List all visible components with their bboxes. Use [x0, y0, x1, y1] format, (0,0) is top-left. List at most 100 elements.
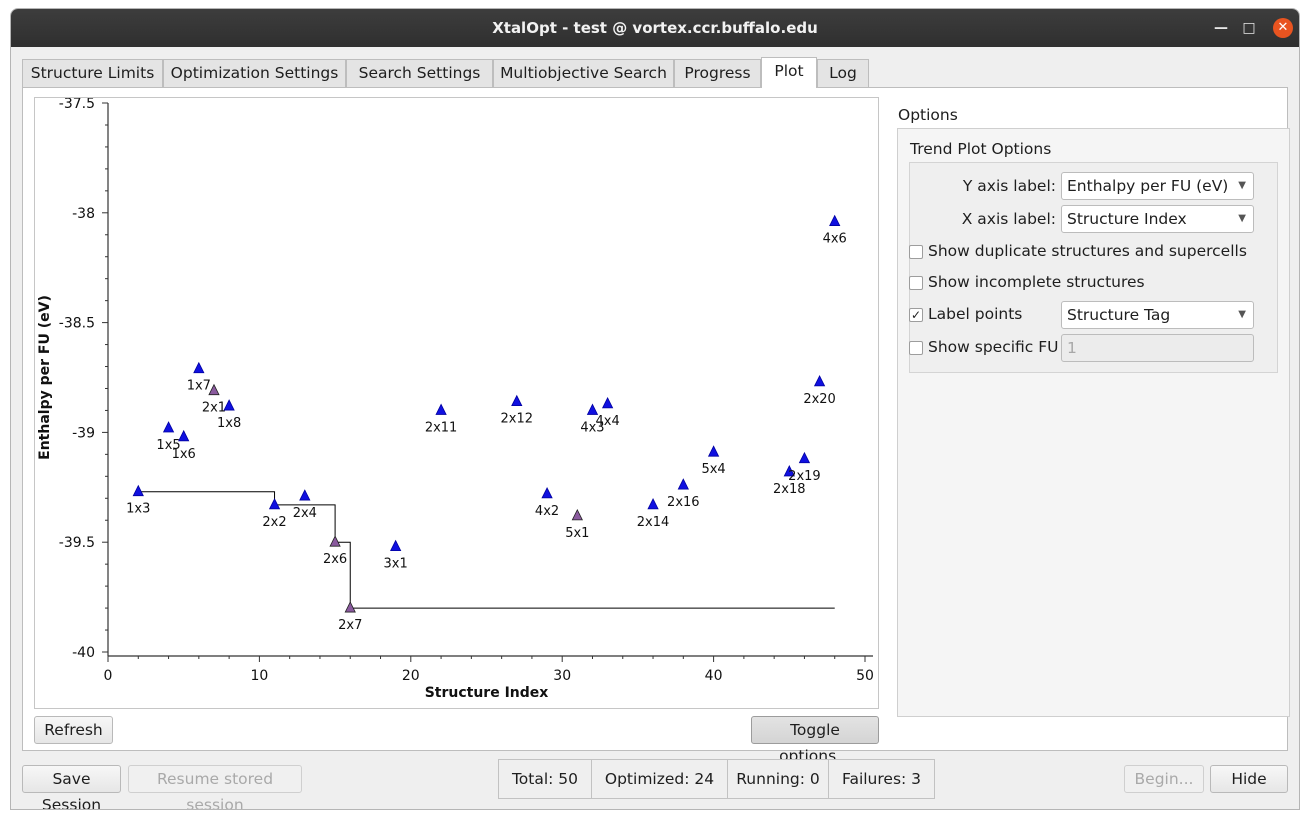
toggle-options-button[interactable]: Toggle options... [751, 716, 879, 765]
tab-optimization-settings[interactable]: Optimization Settings [163, 59, 346, 87]
data-point [178, 429, 190, 442]
data-point [586, 403, 599, 415]
chevron-down-icon: ▼ [1238, 213, 1246, 224]
point-label: 2x14 [637, 515, 670, 530]
tab-multiobjective-search[interactable]: Multiobjective Search [493, 59, 674, 87]
y-axis-label: Y axis label: [962, 177, 1056, 195]
data-point [541, 486, 553, 499]
point-label: 4x6 [823, 232, 847, 247]
point-label: 2x7 [338, 618, 362, 633]
show-duplicates-checkbox[interactable] [909, 245, 923, 259]
refresh-button[interactable]: Refresh [34, 716, 113, 744]
close-icon[interactable]: ✕ [1273, 18, 1293, 38]
show-specific-fu-label[interactable]: Show specific FU [928, 338, 1059, 356]
x-tick-label: 20 [402, 668, 420, 684]
x-axis-label: X axis label: [961, 210, 1056, 228]
tab-search-settings[interactable]: Search Settings [346, 59, 493, 87]
point-label: 2x16 [667, 495, 700, 510]
label-points-label[interactable]: Label points [928, 305, 1023, 323]
x-axis-title: Structure Index [425, 685, 549, 701]
label-points-checkbox[interactable]: ✓ [909, 308, 923, 322]
point-label: 4x2 [535, 504, 559, 519]
maximize-icon[interactable]: □ [1242, 20, 1256, 36]
chevron-down-icon: ▼ [1238, 309, 1246, 320]
y-tick-label: -38 [72, 206, 95, 222]
point-label: 5x1 [565, 526, 589, 541]
status-failures: Failures: 3 [828, 759, 935, 799]
data-point [829, 214, 841, 226]
point-label: 1x5 [156, 438, 180, 453]
point-label: 1x8 [217, 416, 241, 431]
data-point [344, 601, 356, 613]
begin-button[interactable]: Begin... [1124, 765, 1204, 793]
point-label: 2x2 [262, 515, 286, 530]
show-incomplete-checkbox[interactable] [909, 276, 923, 290]
data-point [511, 394, 523, 407]
point-label: 1x7 [187, 379, 211, 394]
point-label: 2x19 [788, 469, 821, 484]
point-label: 4x3 [580, 420, 604, 435]
specific-fu-input[interactable]: 1 [1061, 334, 1254, 362]
status-optimized: Optimized: 24 [591, 759, 728, 799]
resume-session-button[interactable]: Resume stored session [128, 765, 302, 809]
data-point [435, 403, 447, 415]
plot-tab-panel: -40 -39.5 -39 -38.5 -38 -37.5 0 10 20 30 40 50 Struc… [22, 87, 1290, 765]
point-label: 2x20 [803, 392, 836, 407]
point-label: 3x1 [384, 557, 408, 572]
show-duplicates-label[interactable]: Show duplicate structures and supercells [928, 242, 1247, 260]
tab-log[interactable]: Log [817, 59, 869, 87]
x-tick-label: 40 [705, 668, 723, 684]
plot-area[interactable]: -40 -39.5 -39 -38.5 -38 -37.5 0 10 20 30 40 50 Struc… [34, 97, 879, 709]
label-points-select-value: Structure Tag [1067, 306, 1171, 324]
show-specific-fu-checkbox[interactable] [909, 341, 923, 355]
point-label: 2x18 [773, 482, 806, 497]
data-point [707, 445, 720, 457]
status-running: Running: 0 [727, 759, 829, 799]
label-points-select[interactable]: Structure Tag ▼ [1061, 301, 1254, 329]
data-point [677, 478, 689, 490]
data-point [783, 465, 795, 477]
trend-plot-options-title: Trend Plot Options [910, 140, 1052, 158]
y-tick-label: -39.5 [59, 535, 95, 551]
options-title: Options [898, 106, 958, 124]
data-point [223, 399, 235, 411]
data-point [193, 361, 205, 374]
data-point [813, 374, 826, 387]
x-tick-label: 10 [250, 668, 268, 684]
y-tick-label: -38.5 [59, 316, 95, 332]
data-point [390, 539, 402, 551]
x-tick-label: 0 [104, 668, 113, 684]
point-label: 1x6 [172, 447, 196, 462]
point-label: 2x1 [202, 401, 226, 416]
data-point [798, 451, 811, 464]
title-bar: XtalOpt - test @ vortex.ccr.buffalo.edu … [11, 9, 1299, 47]
x-tick-label: 30 [553, 668, 571, 684]
x-axis-select[interactable]: Structure Index ▼ [1061, 205, 1254, 233]
data-point [601, 396, 614, 409]
window-title: XtalOpt - test @ vortex.ccr.buffalo.edu [492, 19, 818, 37]
y-tick-label: -39 [72, 425, 95, 441]
tab-progress[interactable]: Progress [674, 59, 761, 87]
y-axis-title: Enthalpy per FU (eV) [37, 295, 53, 460]
point-label: 2x11 [425, 420, 458, 435]
point-label: 4x4 [595, 414, 619, 429]
tab-plot[interactable]: Plot [761, 57, 817, 88]
data-point [208, 383, 220, 396]
point-label: 2x4 [293, 506, 317, 521]
point-label: 2x12 [501, 412, 534, 427]
point-label: 5x4 [701, 462, 725, 477]
minimize-icon[interactable]: — [1214, 20, 1228, 36]
tab-structure-limits[interactable]: Structure Limits [22, 59, 163, 87]
data-point [299, 489, 311, 501]
data-point [647, 497, 659, 510]
point-label: 2x6 [323, 552, 347, 567]
y-tick-label: -40 [72, 645, 95, 661]
data-point [268, 497, 281, 510]
show-incomplete-label[interactable]: Show incomplete structures [928, 273, 1145, 291]
y-axis-select[interactable]: Enthalpy per FU (eV) ▼ [1061, 172, 1254, 200]
y-axis-select-value: Enthalpy per FU (eV) [1067, 177, 1229, 195]
save-session-button[interactable]: Save Session [22, 765, 121, 809]
chevron-down-icon: ▼ [1238, 180, 1246, 191]
hide-button[interactable]: Hide [1210, 765, 1288, 793]
trend-chart[interactable]: -40 -39.5 -39 -38.5 -38 -37.5 0 10 20 30 40 50 Struc… [35, 98, 878, 708]
